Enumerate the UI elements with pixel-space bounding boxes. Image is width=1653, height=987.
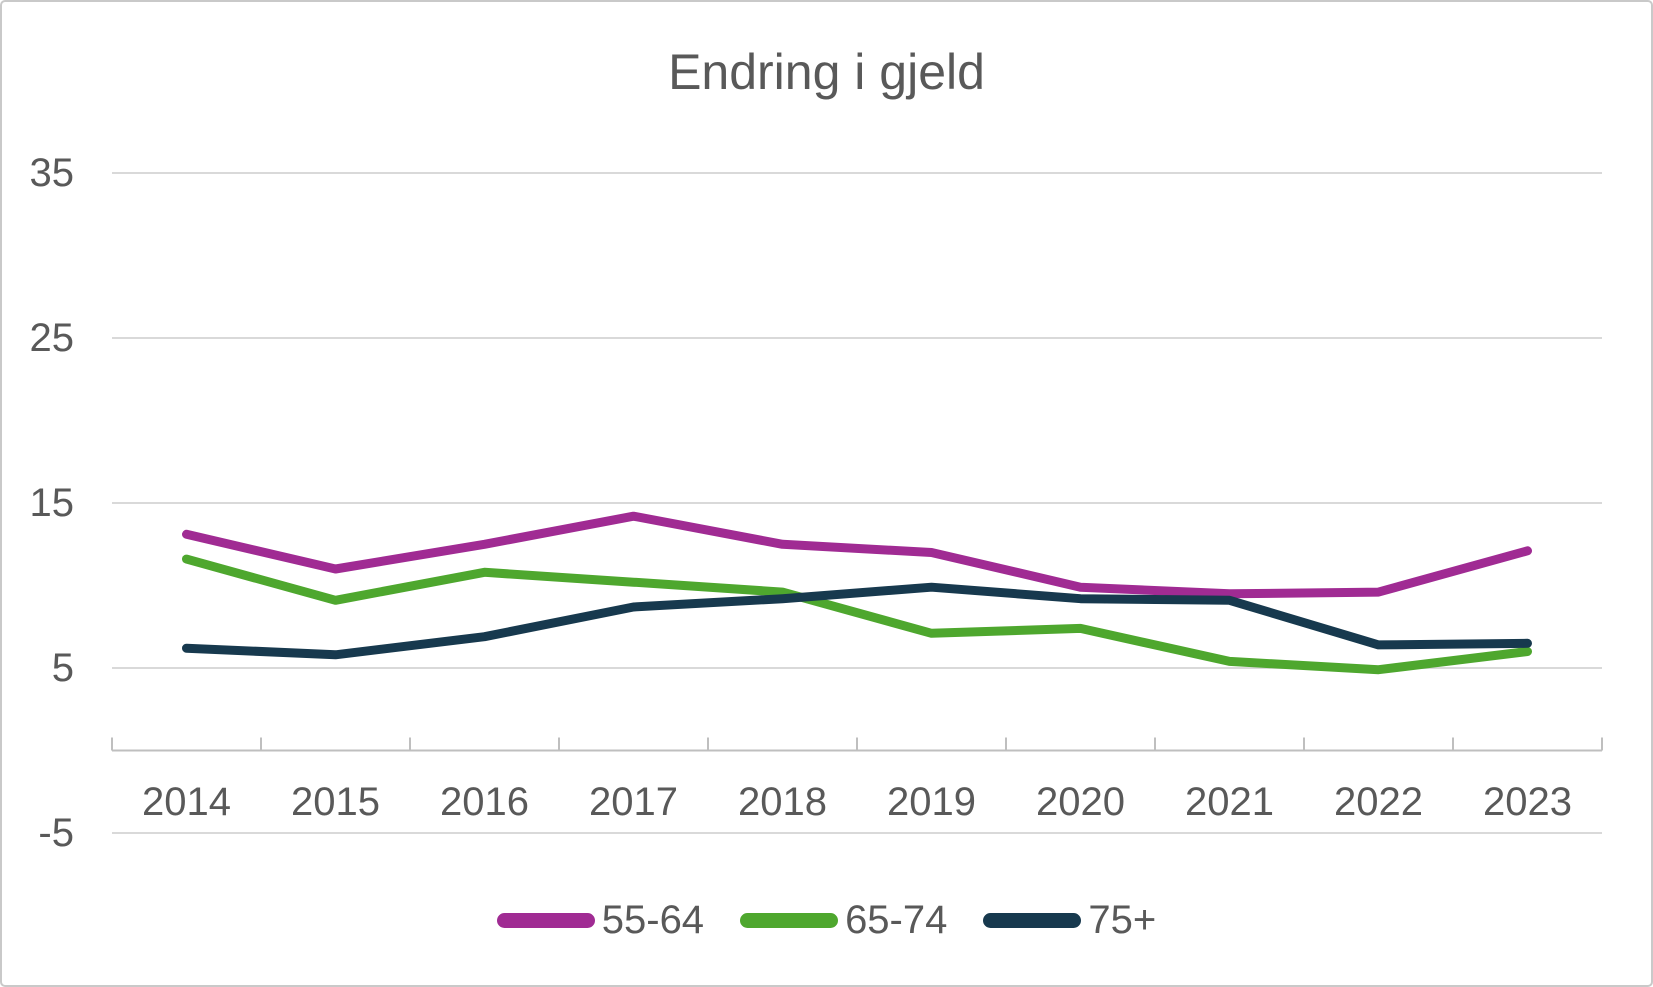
x-axis-label: 2016: [440, 780, 529, 824]
y-axis-label: 15: [30, 481, 75, 525]
x-axis-label: 2021: [1185, 780, 1274, 824]
series-line-75+: [182, 582, 1532, 660]
series-line-55-64: [182, 511, 1532, 599]
legend-item-65-74: 65-74: [740, 900, 947, 940]
x-axis-label: 2020: [1036, 780, 1125, 824]
x-axis-label: 2023: [1483, 780, 1572, 824]
legend-label: 75+: [1088, 898, 1157, 942]
legend-item-75+: 75+: [983, 900, 1156, 940]
x-axis-label: 2015: [291, 780, 380, 824]
y-axis-label: 25: [30, 316, 75, 360]
y-axis-label: 5: [52, 646, 74, 690]
x-axis-label: 2018: [738, 780, 827, 824]
x-axis-label: 2014: [142, 780, 231, 824]
legend-item-55-64: 55-64: [496, 898, 705, 942]
x-axis-label: 2019: [887, 780, 976, 824]
chart-legend: 55-64 65-74 75+: [2, 895, 1651, 945]
legend-swatch-55-64: [496, 912, 595, 928]
legend-label: 55-64: [601, 898, 705, 942]
series-line-65-74: [182, 554, 1532, 675]
y-axis-label: 35: [30, 151, 75, 195]
x-axis-label: 2017: [589, 780, 678, 824]
y-axis-label: -5: [38, 811, 74, 855]
chart-title: Endring i gjeld: [668, 44, 985, 100]
x-axis-label: 2022: [1334, 780, 1423, 824]
legend-swatch-75+: [983, 912, 1082, 928]
legend-label: 65-74: [845, 898, 948, 942]
legend-swatch-65-74: [740, 912, 839, 928]
